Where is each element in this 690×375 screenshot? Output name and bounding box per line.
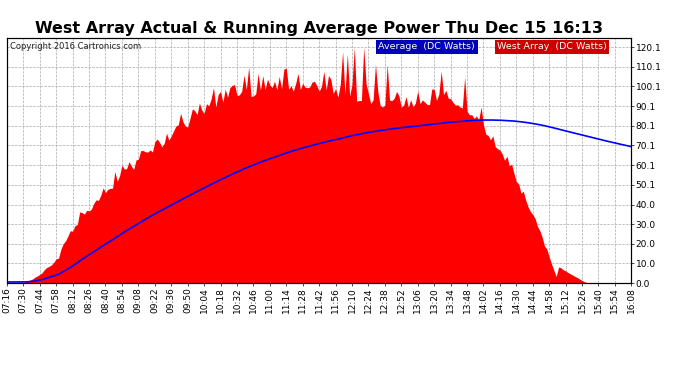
- Text: Copyright 2016 Cartronics.com: Copyright 2016 Cartronics.com: [10, 42, 141, 51]
- Text: West Array  (DC Watts): West Array (DC Watts): [497, 42, 607, 51]
- Text: Average  (DC Watts): Average (DC Watts): [378, 42, 475, 51]
- Title: West Array Actual & Running Average Power Thu Dec 15 16:13: West Array Actual & Running Average Powe…: [35, 21, 603, 36]
